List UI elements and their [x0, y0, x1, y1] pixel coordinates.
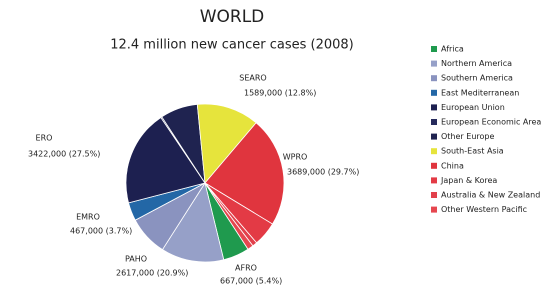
legend-swatch: [431, 206, 437, 213]
legend-swatch: [431, 148, 437, 155]
annotation-value: 667,000 (5.4%): [220, 277, 282, 286]
legend-swatch: [431, 75, 437, 82]
legend-swatch: [431, 46, 437, 52]
chart-subtitle: 12.4 million new cancer cases (2008): [110, 38, 354, 53]
legend-label: European Economic Area: [441, 118, 541, 127]
legend-swatch: [431, 104, 437, 111]
annotation-value: 1589,000 (12.8%): [244, 89, 316, 98]
legend-label: Other Europe: [441, 132, 494, 141]
annotation-name: WPRO: [283, 153, 308, 162]
annotation-value: 3422,000 (27.5%): [28, 150, 100, 159]
legend-label: Africa: [441, 45, 464, 54]
pie-slice: [204, 182, 254, 250]
legend-label: East Mediterranean: [441, 88, 519, 97]
legend-swatch: [431, 89, 437, 96]
legend-swatch: [431, 60, 437, 67]
legend-swatch: [431, 192, 437, 198]
annotation-value: 467,000 (3.7%): [70, 227, 132, 236]
legend-label: South-East Asia: [441, 147, 504, 156]
legend-label: European Union: [441, 103, 505, 112]
annotation-name: PAHO: [125, 255, 147, 264]
pie-slice: [196, 103, 257, 184]
annotation-value: 2617,000 (20.9%): [116, 269, 188, 278]
legend-label: Southern America: [441, 74, 513, 83]
legend-label: China: [441, 161, 464, 170]
legend-label: Japan & Korea: [440, 176, 497, 185]
legend-swatch: [431, 119, 437, 125]
legend-label: Other Western Pacific: [441, 205, 527, 214]
annotation-name: AFRO: [235, 264, 257, 273]
pie-slice: [204, 122, 285, 225]
legend-label: Australia & New Zealand: [441, 191, 540, 200]
legend-label: Northern America: [441, 59, 512, 68]
legend-swatch: [431, 177, 437, 184]
annotation-value: 3689,000 (29.7%): [287, 168, 359, 177]
pie-slice: [125, 116, 206, 204]
annotation-name: EMRO: [76, 213, 100, 222]
annotation-name: ERO: [36, 134, 53, 143]
legend-swatch: [431, 162, 437, 169]
annotation-name: SEARO: [239, 74, 266, 83]
pie-slice: [161, 181, 225, 263]
chart-title: WORLD: [200, 7, 265, 27]
legend-swatch: [431, 133, 437, 140]
